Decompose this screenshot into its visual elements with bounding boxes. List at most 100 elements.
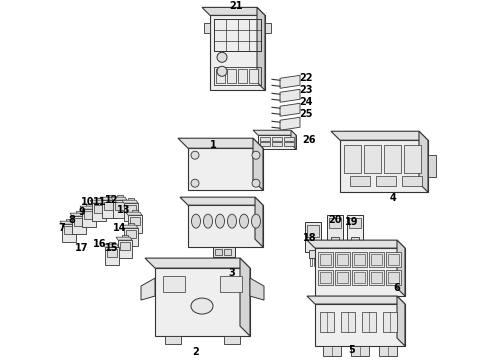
Bar: [307, 225, 319, 237]
Bar: [227, 69, 236, 83]
Bar: [106, 195, 112, 200]
Bar: [128, 223, 134, 228]
Bar: [362, 312, 376, 332]
Polygon shape: [60, 221, 76, 224]
Circle shape: [217, 52, 227, 62]
Bar: [238, 69, 247, 83]
Polygon shape: [90, 200, 106, 203]
Bar: [265, 23, 271, 33]
Polygon shape: [419, 131, 428, 192]
Polygon shape: [340, 140, 428, 192]
Polygon shape: [80, 206, 96, 209]
Polygon shape: [155, 268, 250, 336]
Bar: [216, 69, 225, 83]
Bar: [214, 67, 261, 85]
Text: 18: 18: [303, 233, 317, 243]
Polygon shape: [307, 296, 405, 304]
Ellipse shape: [203, 214, 213, 228]
Polygon shape: [111, 197, 127, 200]
Bar: [369, 270, 384, 285]
Polygon shape: [92, 203, 106, 221]
Bar: [320, 272, 331, 283]
Bar: [371, 254, 382, 265]
Bar: [320, 312, 334, 332]
Ellipse shape: [240, 214, 248, 228]
Text: 20: 20: [328, 215, 342, 225]
Polygon shape: [397, 296, 405, 346]
Bar: [120, 242, 130, 250]
Bar: [344, 145, 361, 173]
Bar: [122, 235, 128, 240]
Bar: [335, 252, 350, 267]
Polygon shape: [250, 278, 264, 300]
Bar: [354, 272, 365, 283]
Bar: [383, 312, 397, 332]
Bar: [104, 202, 114, 210]
Ellipse shape: [227, 214, 237, 228]
Text: 6: 6: [393, 283, 400, 293]
Bar: [352, 270, 367, 285]
Polygon shape: [70, 213, 86, 216]
Bar: [64, 226, 74, 234]
Polygon shape: [82, 209, 96, 227]
Bar: [132, 210, 138, 215]
Polygon shape: [258, 135, 296, 149]
Polygon shape: [141, 278, 155, 300]
Text: 25: 25: [299, 109, 313, 119]
Bar: [314, 258, 316, 266]
Text: 23: 23: [299, 85, 313, 95]
Bar: [356, 243, 358, 250]
Polygon shape: [253, 138, 263, 190]
Text: 9: 9: [78, 207, 85, 217]
Bar: [388, 272, 399, 283]
Text: 3: 3: [229, 268, 235, 278]
Bar: [428, 155, 436, 177]
Text: 24: 24: [299, 97, 313, 107]
Text: 1: 1: [210, 140, 217, 150]
Text: 10: 10: [81, 197, 95, 207]
Text: 22: 22: [299, 73, 313, 83]
Bar: [130, 217, 140, 225]
Bar: [351, 346, 369, 356]
Polygon shape: [280, 89, 300, 102]
Text: 8: 8: [69, 215, 75, 225]
Text: 16: 16: [93, 239, 107, 249]
Text: 15: 15: [105, 243, 119, 253]
Bar: [117, 195, 123, 200]
Ellipse shape: [251, 214, 261, 228]
Bar: [204, 23, 210, 33]
Bar: [115, 202, 125, 210]
Bar: [284, 137, 294, 141]
Polygon shape: [280, 75, 300, 88]
Polygon shape: [122, 200, 138, 203]
Bar: [224, 336, 240, 344]
Bar: [351, 237, 359, 243]
Bar: [331, 237, 339, 243]
Text: 17: 17: [75, 243, 89, 253]
Bar: [272, 137, 282, 141]
Polygon shape: [280, 117, 300, 130]
Polygon shape: [105, 247, 119, 265]
Bar: [224, 249, 231, 255]
Polygon shape: [102, 200, 116, 218]
Bar: [126, 205, 136, 213]
Polygon shape: [397, 240, 405, 296]
Polygon shape: [240, 258, 250, 336]
Polygon shape: [178, 138, 263, 148]
Bar: [318, 270, 333, 285]
Bar: [379, 346, 397, 356]
Polygon shape: [72, 216, 86, 234]
Bar: [332, 243, 334, 250]
Polygon shape: [100, 197, 116, 200]
Text: 19: 19: [345, 217, 359, 227]
Circle shape: [252, 151, 260, 159]
Bar: [213, 247, 235, 257]
Polygon shape: [116, 237, 132, 240]
Bar: [84, 211, 94, 219]
Ellipse shape: [191, 298, 213, 314]
Bar: [260, 142, 270, 146]
Polygon shape: [126, 212, 142, 215]
Bar: [349, 218, 361, 228]
Bar: [305, 222, 321, 252]
Polygon shape: [124, 203, 138, 221]
